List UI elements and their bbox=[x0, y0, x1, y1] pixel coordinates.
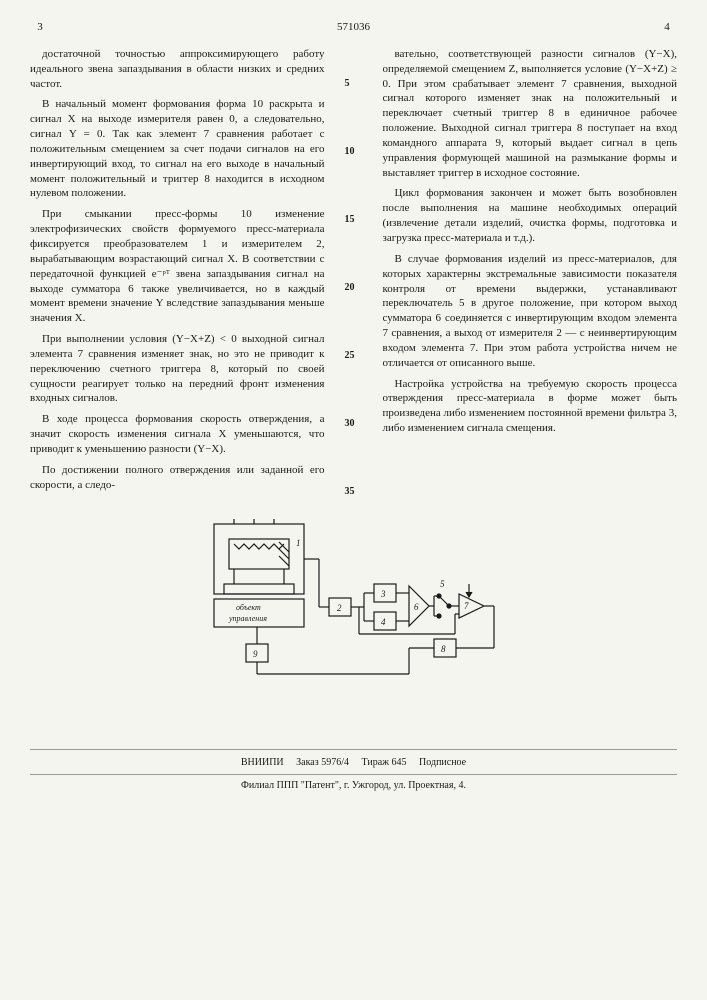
paragraph: В случае формования изделий из пресс-мат… bbox=[383, 252, 678, 371]
footer-order: Заказ 5976/4 bbox=[296, 757, 349, 768]
diagram-svg: 1 объект управления 2 3 4 6 bbox=[184, 514, 524, 724]
page-number-right: 4 bbox=[657, 20, 677, 35]
paragraph: вательно, соответствующей разности сигна… bbox=[383, 47, 678, 181]
right-column: вательно, соответствующей разности сигна… bbox=[383, 47, 678, 499]
paragraph: В начальный момент формования форма 10 р… bbox=[30, 97, 325, 201]
svg-text:5: 5 bbox=[440, 579, 445, 589]
svg-text:объект: объект bbox=[236, 603, 261, 612]
paragraph: При выполнении условия (Y−X+Z) < 0 выход… bbox=[30, 332, 325, 406]
paragraph: Настройка устройства на требуемую скорос… bbox=[383, 377, 678, 436]
line-marker: 30 bbox=[345, 417, 363, 431]
svg-text:8: 8 bbox=[441, 644, 446, 654]
circuit-diagram: 1 объект управления 2 3 4 6 bbox=[30, 514, 677, 729]
line-marker: 15 bbox=[345, 213, 363, 227]
line-marker: 20 bbox=[345, 281, 363, 295]
svg-text:3: 3 bbox=[380, 589, 386, 599]
footer: ВНИИПИ Заказ 5976/4 Тираж 645 Подписное … bbox=[30, 749, 677, 792]
page-header: 3 571036 4 bbox=[30, 20, 677, 35]
svg-text:1: 1 bbox=[296, 538, 301, 548]
paragraph: достаточной точностью аппроксимирующего … bbox=[30, 47, 325, 92]
svg-text:6: 6 bbox=[414, 602, 419, 612]
footer-sub: Подписное bbox=[419, 757, 466, 768]
line-marker: 35 bbox=[345, 485, 363, 499]
svg-text:7: 7 bbox=[464, 601, 469, 611]
line-markers: 5 10 15 20 25 30 35 bbox=[345, 47, 363, 499]
line-marker: 5 bbox=[345, 77, 363, 91]
line-marker: 10 bbox=[345, 145, 363, 159]
svg-text:9: 9 bbox=[253, 649, 258, 659]
patent-number: 571036 bbox=[50, 20, 657, 35]
paragraph: По достижении полного отверждения или за… bbox=[30, 463, 325, 493]
left-column: достаточной точностью аппроксимирующего … bbox=[30, 47, 325, 499]
footer-vniipi: ВНИИПИ bbox=[241, 757, 284, 768]
paragraph: В ходе процесса формования скорость отве… bbox=[30, 412, 325, 457]
text-columns: достаточной точностью аппроксимирующего … bbox=[30, 47, 677, 499]
svg-text:4: 4 bbox=[381, 617, 386, 627]
footer-address: Филиал ППП "Патент", г. Ужгород, ул. Про… bbox=[30, 774, 677, 793]
paragraph: Цикл формования закончен и может быть во… bbox=[383, 186, 678, 245]
line-marker: 25 bbox=[345, 349, 363, 363]
page-number-left: 3 bbox=[30, 20, 50, 35]
svg-text:2: 2 bbox=[337, 603, 342, 613]
svg-text:управления: управления bbox=[228, 614, 267, 623]
footer-tirage: Тираж 645 bbox=[361, 757, 406, 768]
paragraph: При смыкании пресс-формы 10 изменение эл… bbox=[30, 207, 325, 326]
